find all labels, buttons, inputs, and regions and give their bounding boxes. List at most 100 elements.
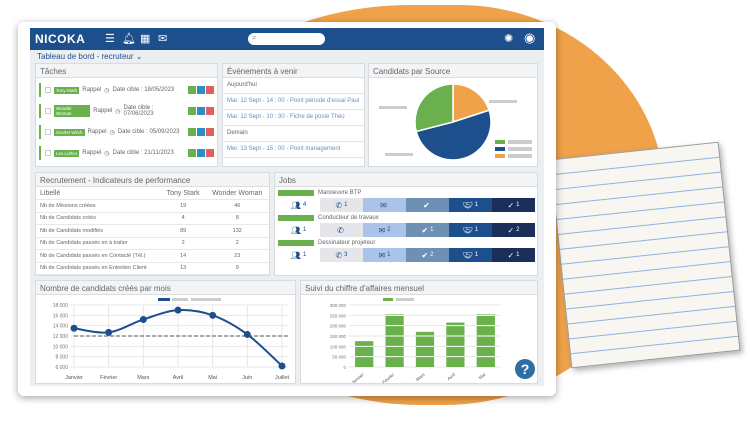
data-point[interactable]	[105, 328, 113, 336]
pie-label-placeholder	[489, 100, 517, 103]
data-point[interactable]	[243, 330, 251, 338]
notebook-line	[561, 246, 729, 265]
y-tick-label: 300 000	[330, 303, 347, 308]
notebook-line	[564, 276, 732, 295]
table-row: Nb de Missions créées 19 46	[36, 199, 269, 213]
sources-panel: Candidats par Source	[368, 63, 538, 167]
delete-icon[interactable]	[206, 149, 214, 157]
event-link[interactable]: Mar. 12 Sept - 14 : 00 - Point période d…	[223, 94, 364, 110]
delete-icon[interactable]	[206, 128, 214, 136]
table-cell: 23	[205, 249, 269, 263]
breadcrumb[interactable]: Tableau de bord - recruteur ⌄	[37, 52, 143, 61]
delete-icon[interactable]	[206, 107, 214, 115]
data-point[interactable]	[174, 306, 182, 314]
search-input[interactable]: ⌕	[248, 33, 325, 45]
legend-label-placeholder	[508, 147, 532, 151]
pipeline-stage[interactable]: 👥︎ 4	[277, 198, 320, 212]
check-icon: ✓	[507, 225, 515, 235]
pipeline-stage[interactable]: 🤝︎ 1	[449, 198, 492, 212]
bar[interactable]	[446, 322, 465, 367]
pipeline-stage[interactable]: 👥︎ 1	[277, 223, 320, 237]
pipeline-stage[interactable]: ✔︎ 1	[406, 223, 449, 237]
pipeline-stage[interactable]: ✓ 1	[492, 248, 535, 262]
event-link[interactable]: Mer. 13 Sept - 15 : 00 - Point managemen…	[223, 142, 364, 158]
table-cell: 2	[160, 237, 206, 250]
job-title-row[interactable]: Manoeuvre BTP	[275, 187, 537, 198]
data-point[interactable]	[209, 311, 217, 319]
task-checkbox[interactable]	[45, 129, 51, 135]
edit-icon[interactable]	[188, 107, 196, 115]
delete-icon[interactable]	[206, 86, 214, 94]
task-type: Rappel	[93, 108, 113, 114]
task-assignee: Lex Luthor	[54, 149, 80, 157]
task-date: Date cible : 21/11/2023	[112, 150, 174, 156]
edit-icon[interactable]	[188, 128, 196, 136]
bar[interactable]	[476, 314, 495, 367]
stage-count: 1	[474, 202, 479, 208]
pipeline-stage[interactable]: ✆	[320, 223, 363, 237]
contact-icon[interactable]	[197, 86, 205, 94]
job-pipeline: 👥︎ 1 ✆ ✉ 2 ✔︎ 1 🤝︎ 1 ✓ 2	[277, 223, 535, 237]
calendar-icon[interactable]: ▦	[140, 33, 151, 45]
pipeline-stage[interactable]: ✔︎	[406, 198, 449, 212]
data-point[interactable]	[139, 315, 147, 323]
help-button[interactable]: ?	[515, 359, 535, 379]
task-checkbox[interactable]	[45, 87, 51, 93]
task-type: Rappel	[87, 129, 107, 135]
pipeline-stage[interactable]: ✆ 1	[320, 198, 363, 212]
x-tick-label: Mars	[137, 375, 149, 381]
contact-icon[interactable]	[197, 149, 205, 157]
handshake-icon: 🤝︎	[462, 225, 473, 235]
pipeline-stage[interactable]: ✓ 2	[492, 223, 535, 237]
job-title-row[interactable]: Dessinateur projeteur	[275, 237, 537, 248]
bell-icon[interactable]: 🔔︎	[122, 33, 136, 45]
pipeline-stage[interactable]: ✉	[363, 198, 406, 212]
job-name: Manoeuvre BTP	[318, 189, 362, 196]
task-item: Wonder Woman Rappel ◷ Date cible : 07/06/20…	[39, 104, 214, 118]
pipeline-stage[interactable]: ✔︎ 2	[406, 248, 449, 262]
stage-count: 4	[302, 202, 307, 208]
table-cell: 89	[160, 224, 206, 238]
kpi-panel: Recrutement - Indicateurs de performance…	[35, 172, 270, 276]
data-point[interactable]	[278, 362, 286, 370]
contact-icon[interactable]	[197, 128, 205, 136]
pipeline-stage[interactable]: ✉ 1	[363, 248, 406, 262]
lightbulb-icon[interactable]: ✺	[504, 33, 514, 45]
edit-icon[interactable]	[188, 86, 196, 94]
bar[interactable]	[415, 331, 435, 367]
user-icon[interactable]: ◉	[524, 30, 536, 45]
x-tick-label: Février	[381, 372, 395, 383]
table-row: Nb de Candidats passés en Entretien Clie…	[36, 262, 269, 275]
table-cell: 46	[205, 199, 269, 213]
task-checkbox[interactable]	[45, 150, 51, 156]
pipeline-stage[interactable]: 🤝︎ 1	[449, 248, 492, 262]
y-tick-label: 12 000	[53, 334, 69, 340]
pie-slice[interactable]	[415, 109, 492, 161]
bar[interactable]	[355, 341, 374, 367]
column-header: Tony Stark	[160, 187, 206, 200]
tasks-icon[interactable]: ☰	[105, 33, 115, 45]
job-title-row[interactable]: Conducteur de travaux	[275, 212, 537, 223]
table-row: Nb de Candidats passés en Contacté (Tél.…	[36, 249, 269, 263]
pipeline-stage[interactable]: ✉ 2	[363, 223, 406, 237]
pipeline-stage[interactable]: 🤝︎ 1	[449, 223, 492, 237]
x-tick-label: Avril	[446, 372, 456, 381]
contact-icon[interactable]	[197, 107, 205, 115]
event-link[interactable]: Mar. 12 Sept - 10 : 30 - Fiche de poste …	[223, 110, 364, 126]
user-check-icon: ✔︎	[423, 200, 430, 210]
data-point[interactable]	[70, 324, 78, 332]
pie-slice[interactable]	[414, 83, 454, 133]
line-chart: 18 000 16 000 14 000 12 000 10 000 8 000 6 000…	[53, 298, 290, 381]
edit-icon[interactable]	[188, 149, 196, 157]
user-check-icon: ✔︎	[421, 250, 429, 260]
notebook-line	[553, 171, 721, 191]
pipeline-stage[interactable]: ✓ 1	[492, 198, 535, 212]
pipeline-stage[interactable]: 👥︎ 1	[277, 248, 320, 262]
pipeline-stage[interactable]: ✆ 3	[320, 248, 363, 262]
mail-icon[interactable]: ✉	[158, 33, 168, 45]
task-date: Date cible : 05/09/2023	[117, 129, 180, 135]
table-row: Nb de Candidats modifiés 89 132	[36, 224, 269, 238]
task-checkbox[interactable]	[45, 108, 51, 114]
table-cell: Nb de Candidats passés en Contacté (Tél.…	[36, 249, 161, 263]
bar[interactable]	[385, 314, 404, 367]
